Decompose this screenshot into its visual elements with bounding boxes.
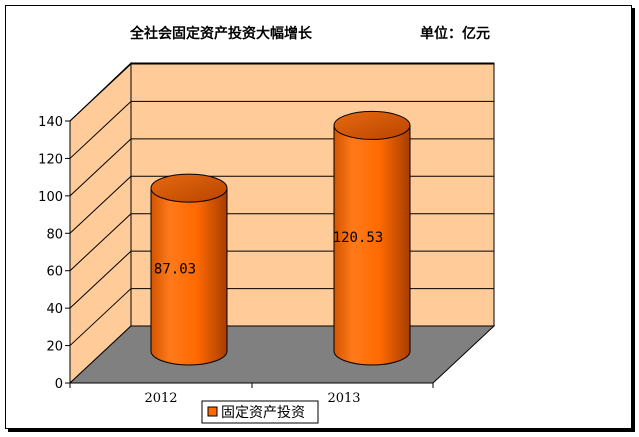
gridline [69,213,132,272]
y-tick-label: 120 [38,152,63,167]
bar-body [150,187,228,366]
bar-2013: 120.53 [333,110,411,366]
bar-top [333,110,411,140]
bar-2012: 87.03 [150,173,228,366]
legend-label: 固定资产投资 [221,405,305,421]
gridline [69,63,132,122]
y-tick-label: 100 [38,190,63,205]
gridline [69,250,132,309]
bars: 87.03 120.53 [150,110,411,366]
chart-title: 全社会固定资产投资大幅增长 [129,25,313,42]
x-axis-ticks: 2012 2013 [69,383,434,406]
y-tick-label: 40 [46,302,63,317]
gridline [69,288,132,346]
legend-swatch [207,406,218,417]
x-tick-label: 2012 [144,391,177,406]
data-label: 120.53 [333,230,384,246]
data-label: 87.03 [154,262,196,278]
y-tick-label: 80 [46,227,63,242]
x-tick-label: 2013 [327,391,360,406]
unit-label: 单位：亿元 [420,25,490,42]
bar-body [333,124,411,366]
gridline [69,175,132,234]
y-tick-label: 60 [46,265,63,280]
y-axis-ticks: 0 20 40 60 80 100 120 140 [38,115,70,392]
gridline [69,138,132,197]
bar-top [150,173,228,203]
y-tick-label: 0 [55,377,63,392]
floor [68,325,496,384]
gridline [69,101,132,159]
legend-box [201,400,319,424]
y-tick-label: 20 [46,340,63,355]
y-tick-label: 140 [38,115,63,130]
